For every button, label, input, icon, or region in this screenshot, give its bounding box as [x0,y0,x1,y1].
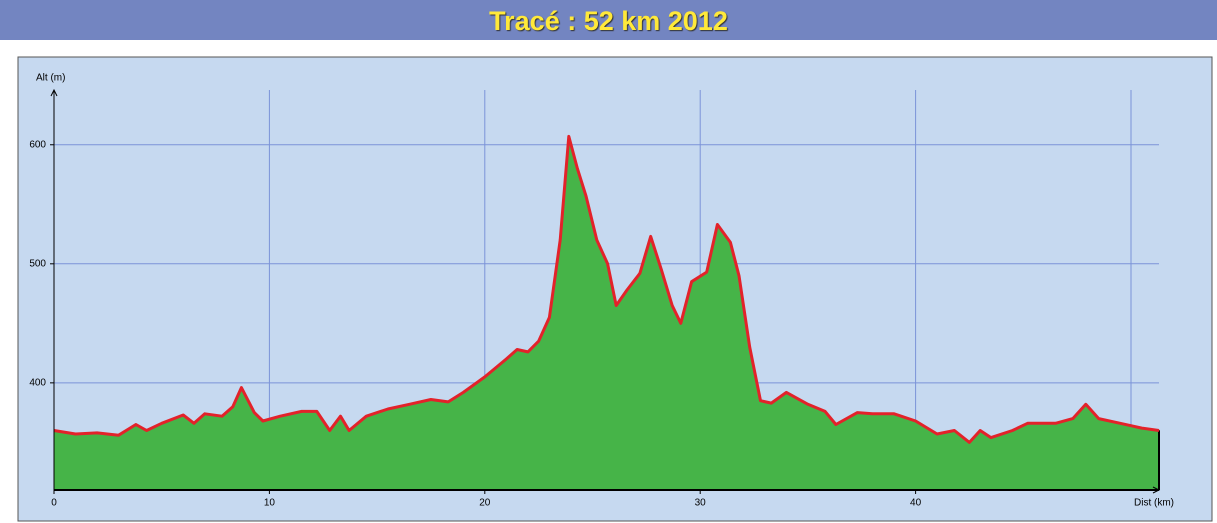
chart-title: Tracé : 52 km 2012 [489,6,728,36]
x-tick-label: 40 [910,498,922,509]
y-axis-label: Alt (m) [36,73,65,84]
x-tick-label: 10 [264,498,276,509]
y-axis-arrow [50,88,58,97]
y-tick-label: 400 [29,377,46,388]
x-axis-label: Dist (km) [1134,498,1174,509]
x-tick-label: 30 [695,498,707,509]
y-tick-label: 600 [29,139,46,150]
x-tick-label: 0 [51,498,57,509]
y-tick-label: 500 [29,258,46,269]
x-axis-arrow [1152,486,1161,494]
title-bar: Tracé : 52 km 2012 [0,0,1217,40]
line [53,134,1160,444]
x-tick-label: 20 [479,498,491,509]
